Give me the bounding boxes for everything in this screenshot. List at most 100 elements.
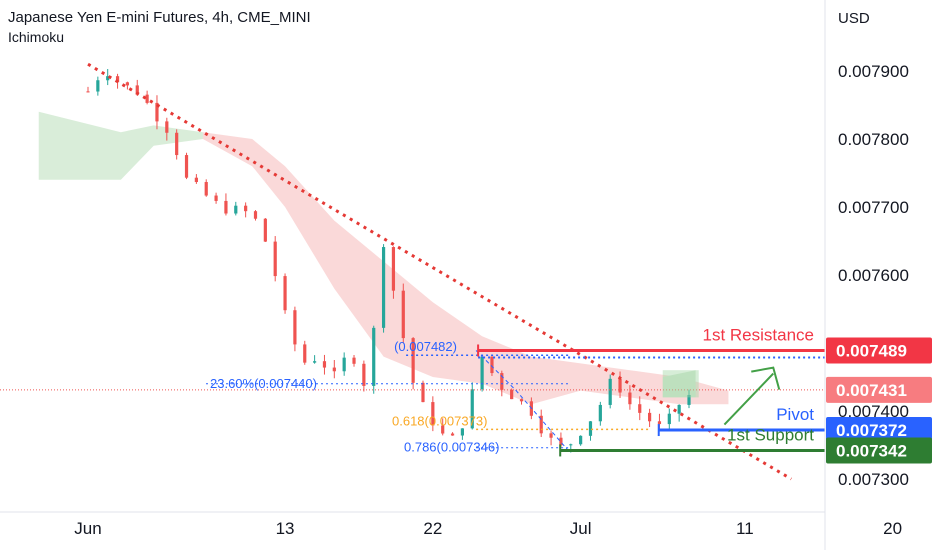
- candle-body: [283, 276, 287, 311]
- price-axis: 0.007900 0.007800 0.007700 0.007600 0.007400…: [824, 0, 909, 550]
- candle: [165, 117, 169, 141]
- y-tick-label: 0.007300: [838, 470, 909, 489]
- x-tick-label: 20: [883, 519, 902, 538]
- candle: [372, 325, 376, 394]
- candle-body: [510, 389, 514, 400]
- target-arrow-head: [751, 366, 781, 390]
- candle-body: [224, 200, 228, 214]
- candle-body: [677, 404, 681, 414]
- candle-body: [125, 82, 130, 86]
- candle-body: [648, 412, 652, 422]
- candle-body: [460, 428, 464, 436]
- candle: [224, 193, 228, 216]
- candle-body: [391, 247, 396, 291]
- y-tick-label: 0.007700: [838, 198, 909, 217]
- candle-body: [628, 392, 632, 405]
- candle: [450, 432, 455, 436]
- candle-body: [145, 94, 149, 103]
- candle: [519, 398, 524, 405]
- candle: [401, 283, 405, 343]
- level-label: 1st Resistance: [703, 325, 815, 344]
- candle-body: [244, 205, 248, 212]
- price-label-text: 0.007342: [836, 441, 907, 460]
- chart-header: Japanese Yen E-mini Futures, 4h, CME_MIN…: [8, 8, 311, 46]
- candle-body: [214, 195, 218, 201]
- candle: [234, 201, 238, 216]
- candle-body: [657, 421, 662, 425]
- candle-body: [352, 357, 356, 364]
- candle-body: [263, 218, 267, 242]
- price-label-box: [826, 376, 932, 403]
- candle: [480, 356, 484, 392]
- candle: [677, 404, 681, 422]
- candle: [638, 396, 642, 421]
- candle-body: [401, 290, 405, 339]
- fib-label: (0.007482): [394, 339, 457, 354]
- candle: [431, 396, 435, 432]
- candle: [106, 68, 110, 86]
- candle-body: [342, 357, 346, 372]
- indicator-label[interactable]: Ichimoku: [8, 29, 65, 45]
- candle-body: [303, 344, 307, 363]
- candle-body: [115, 76, 120, 83]
- target-arrow: [723, 372, 774, 426]
- level-label: Pivot: [776, 405, 814, 424]
- candle: [381, 244, 386, 333]
- candle: [244, 202, 248, 218]
- x-tick-label: Jun: [74, 519, 101, 538]
- y-tick-label: 0.007800: [838, 130, 909, 149]
- candle: [332, 360, 336, 379]
- x-tick-label: 13: [276, 519, 295, 538]
- candle-body: [519, 399, 524, 402]
- candle: [470, 382, 474, 430]
- candle-body: [273, 241, 277, 277]
- candle: [598, 401, 602, 426]
- candle: [539, 409, 543, 438]
- price-label-box: [826, 337, 932, 364]
- candle: [194, 174, 198, 184]
- candle-body: [96, 80, 100, 92]
- candle-body: [293, 310, 297, 345]
- candle-body: [184, 155, 189, 178]
- candle-body: [450, 433, 455, 436]
- candle: [579, 435, 583, 446]
- ichimoku-cloud: [38, 111, 729, 405]
- candle: [155, 95, 159, 130]
- price-label-text: 0.007431: [836, 381, 907, 400]
- candle-body: [638, 404, 642, 413]
- candle-body: [500, 373, 504, 390]
- price-label-text: 0.007372: [836, 421, 907, 440]
- candle: [411, 337, 415, 390]
- candle-body: [549, 433, 553, 438]
- candle-body: [86, 91, 90, 93]
- y-tick-label: 0.007600: [838, 266, 909, 285]
- candle-body: [381, 247, 386, 328]
- candle: [362, 360, 366, 392]
- candle-body: [155, 102, 159, 122]
- candle: [322, 354, 327, 375]
- candle-body: [322, 361, 327, 368]
- fib-label: 0.786(0.007346): [404, 440, 499, 455]
- candle: [441, 418, 445, 436]
- candle-body: [175, 132, 179, 156]
- candle-body: [539, 415, 543, 434]
- candle-body: [618, 378, 622, 393]
- price-label-box: [826, 437, 932, 464]
- candle: [687, 389, 691, 409]
- fib-label: 0.618(0.007373): [392, 413, 487, 428]
- chart-title: Japanese Yen E-mini Futures, 4h, CME_MIN…: [8, 9, 311, 26]
- candle: [549, 430, 553, 446]
- candle: [175, 129, 179, 160]
- candle: [96, 76, 100, 96]
- cloud-bullish: [38, 111, 203, 180]
- candle: [391, 246, 396, 299]
- cloud-bullish: [662, 370, 696, 398]
- candle: [303, 340, 307, 365]
- candle: [263, 217, 267, 242]
- candle-body: [470, 389, 474, 429]
- candle-body: [253, 211, 258, 219]
- price-label-box: [826, 417, 932, 444]
- candle-body: [204, 182, 208, 196]
